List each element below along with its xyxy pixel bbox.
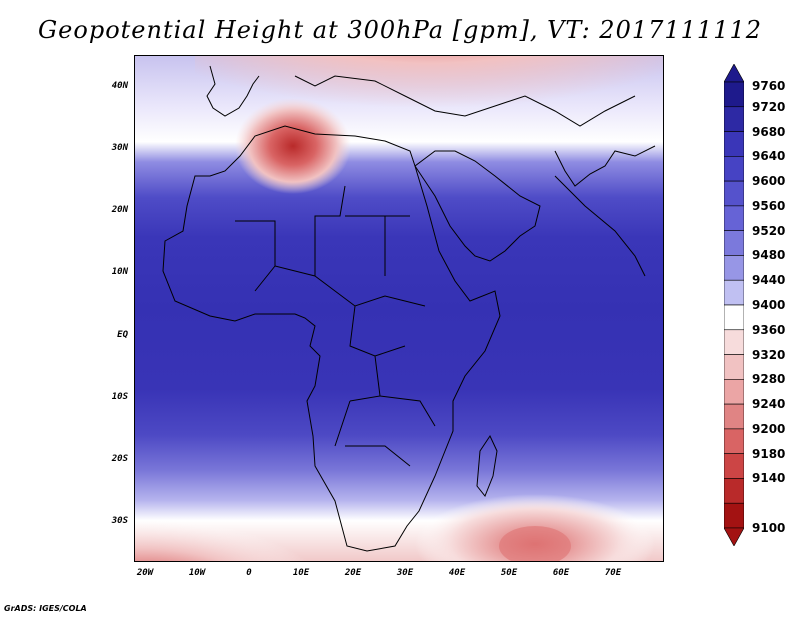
lon-label-20w: 20W [136,568,154,578]
colorbar-level-label: 9320 [752,347,786,362]
colorbar-level-label: 9680 [752,124,786,139]
geopotential-field [135,56,663,561]
colorbar-segment [724,354,744,380]
colorbar-segment [724,502,744,529]
colorbar-segment [724,279,744,306]
lon-label-10e: 10E [292,568,310,578]
colorbar-segment [724,81,744,108]
colorbar-segment [724,180,744,207]
colorbar-segment [724,131,744,157]
colorbar-level-label: 9200 [752,421,786,436]
lon-label-30e: 30E [396,568,414,578]
colorbar-level-label: 9140 [752,471,786,486]
lat-label-40n: 40N [111,81,128,91]
colorbar-segment [724,379,744,405]
colorbar-level-label: 9560 [752,198,786,213]
colorbar-level-label: 9100 [752,521,786,535]
colorbar-level-label: 9720 [752,99,786,114]
lat-label-10s: 10S [111,392,128,402]
lon-label-50e: 50E [500,568,518,578]
colorbar-segment [724,329,744,355]
colorbar-level-label: 9600 [752,174,786,189]
colorbar-segment [724,428,744,454]
lat-label-20n: 20N [111,205,128,215]
colorbar-level-label: 9360 [752,322,786,337]
lon-label-40e: 40E [448,568,466,578]
colorbar-level-label: 9480 [752,248,786,263]
colorbar-level-label: 9440 [752,273,786,288]
lat-label-30s: 30S [111,516,128,526]
madagascar-outline [476,434,498,497]
credit-text: GrADS: IGES/COLA [4,604,87,613]
map-title: Geopotential Height at 300hPa [gpm], VT:… [38,16,762,44]
coastlines [162,65,656,552]
lat-label-30n: 30N [111,143,128,153]
colorbar-top-triangle [724,64,744,83]
colorbar-segment [724,205,744,231]
colorbar-level-label: 9180 [752,446,786,461]
colorbar-level-label: 9280 [752,372,786,387]
colorbar-segment [724,106,744,132]
lon-label-20e: 20E [344,568,362,578]
colorbar-segment [724,478,744,504]
colorbar-level-label: 9640 [752,149,786,164]
colorbar-level-label: 9240 [752,397,786,412]
lon-label-10w: 10W [188,568,206,578]
colorbar-level-label: 9760 [752,79,786,93]
lon-label-60e: 60E [552,568,570,578]
map-plot-area [134,55,664,562]
colorbar-segment [724,403,744,430]
colorbar-level-label: 9520 [752,223,786,238]
colorbar-segment [724,230,744,256]
colorbar [724,64,744,546]
high-center-algeria [235,98,351,194]
colorbar-segment [724,156,744,182]
lat-label-10n: 10N [111,267,128,277]
lon-label-0: 0 [246,568,252,578]
colorbar-level-label: 9400 [752,298,786,312]
lat-label-eq: EQ [117,330,128,340]
lon-label-70e: 70E [604,568,622,578]
colorbar-segment [724,453,744,479]
colorbar-bottom-triangle [724,527,744,546]
colorbar-segment [724,304,744,331]
high-center-southwest [135,496,335,561]
lat-label-20s: 20S [111,454,128,464]
colorbar-segment [724,255,744,281]
